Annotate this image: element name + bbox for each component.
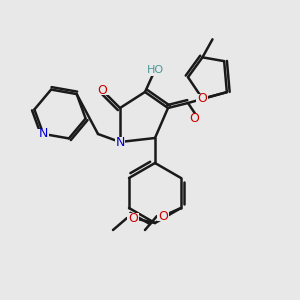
Text: HO: HO	[146, 65, 164, 75]
FancyBboxPatch shape	[95, 85, 109, 95]
Text: O: O	[97, 83, 107, 97]
Text: O: O	[128, 212, 138, 224]
FancyBboxPatch shape	[115, 137, 125, 147]
FancyBboxPatch shape	[188, 114, 200, 124]
FancyBboxPatch shape	[196, 94, 208, 104]
Text: N: N	[39, 128, 48, 140]
Text: O: O	[189, 112, 199, 125]
FancyBboxPatch shape	[157, 211, 169, 221]
Text: N: N	[115, 136, 125, 148]
Text: O: O	[197, 92, 207, 105]
Text: O: O	[158, 209, 168, 223]
FancyBboxPatch shape	[37, 129, 49, 139]
FancyBboxPatch shape	[146, 64, 164, 76]
FancyBboxPatch shape	[127, 213, 139, 223]
